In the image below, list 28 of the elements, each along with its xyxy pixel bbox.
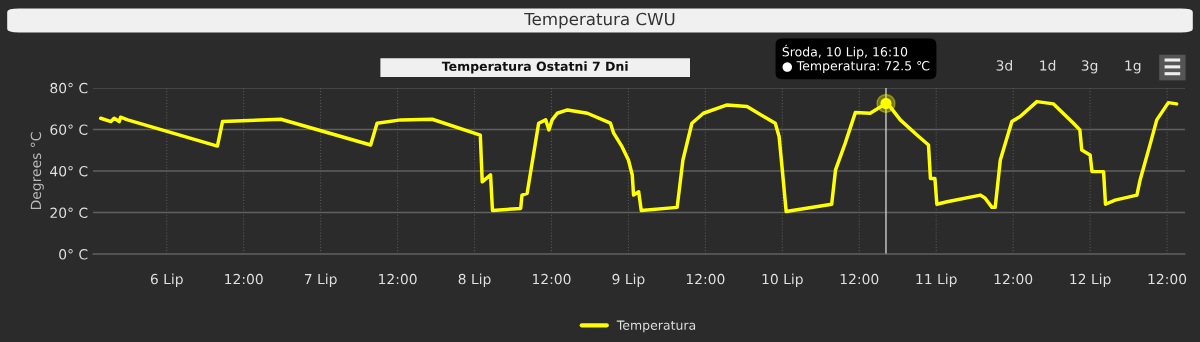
chart-title: Temperatura CWU [524, 12, 675, 29]
x-tick-label: 12:00 [840, 273, 879, 285]
y-tick-label: 40° C [50, 165, 88, 177]
x-tick-label: 12:00 [532, 273, 571, 285]
x-tick-label: 12:00 [1148, 273, 1187, 285]
text: 1d [1040, 59, 1056, 71]
x-tick-label: 9 Lip [612, 273, 645, 287]
y-tick-label: 20° C [50, 207, 88, 219]
y-tick-label: 60° C [50, 124, 88, 135]
x-tick-label: 12:00 [686, 273, 725, 285]
x-tick-label: 6 Lip [150, 273, 183, 287]
text: 3g [1081, 60, 1098, 74]
y-axis-title: Degrees °C [30, 132, 44, 210]
x-tick-label: 11 Lip [916, 273, 957, 287]
x-tick-label: 12:00 [379, 273, 417, 285]
x-tick-label: 12:00 [225, 273, 263, 285]
x-tick-label: 12:00 [994, 273, 1033, 285]
legend-label: Temperatura [616, 320, 696, 333]
chart-subtitle: Temperatura Ostatni 7 Dni [441, 61, 628, 74]
text: 1g [1125, 60, 1141, 74]
x-tick-label: 8 Lip [458, 273, 491, 287]
y-tick-label: 80° C [50, 82, 88, 94]
text: 3d [996, 59, 1012, 71]
x-tick-label: 10 Lip [762, 273, 803, 287]
annotation: Środa, 10 Lip, 16:10 ● Temperatura: 72.5 ℃ [782, 44, 930, 73]
y-tick-label: 0° C [59, 249, 88, 260]
x-tick-label: 7 Lip [304, 273, 337, 287]
x-tick-label: 12 Lip [1070, 273, 1111, 287]
